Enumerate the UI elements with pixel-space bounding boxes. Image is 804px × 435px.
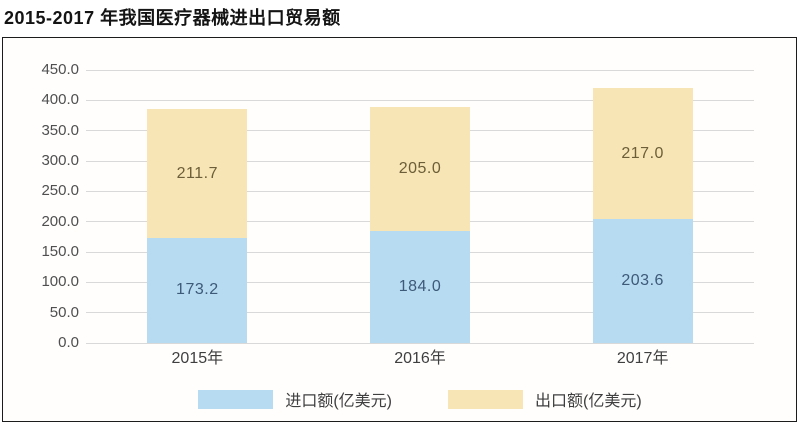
y-axis-tick-label: 100.0 bbox=[41, 273, 79, 291]
import-bar-segment: 184.0 bbox=[370, 231, 470, 343]
gridline bbox=[86, 342, 754, 344]
y-axis-tick-label: 250.0 bbox=[41, 182, 79, 200]
y-axis-tick-label: 350.0 bbox=[41, 121, 79, 139]
data-label: 211.7 bbox=[176, 164, 218, 182]
export-bar-segment: 217.0 bbox=[592, 87, 693, 220]
legend-swatch bbox=[198, 389, 274, 409]
import-bar-segment: 203.6 bbox=[592, 219, 693, 343]
x-axis-category-label: 2016年 bbox=[394, 350, 446, 367]
data-label: 217.0 bbox=[621, 144, 664, 162]
y-axis-tick-label: 300.0 bbox=[41, 152, 79, 169]
import-bar-segment: 173.2 bbox=[147, 237, 248, 343]
chart-title: 2015-2017 年我国医疗器械进出口贸易额 bbox=[4, 8, 341, 28]
y-axis-tick-label: 200.0 bbox=[41, 212, 79, 230]
chart-frame: 0.0 50.0 100.0 150.0 200.0 250.0 300.0 350.0 400… bbox=[2, 37, 797, 422]
y-axis-tick-label: 0.0 bbox=[58, 334, 79, 351]
export-bar-segment: 211.7 bbox=[147, 109, 248, 238]
export-bar-segment: 205.0 bbox=[370, 107, 470, 232]
y-axis-tick-label: 150.0 bbox=[41, 243, 79, 260]
y-axis-tick-label: 450.0 bbox=[41, 61, 79, 78]
x-axis-category-label: 2017年 bbox=[616, 350, 669, 367]
gridline bbox=[86, 69, 754, 71]
legend-item-export: 出口额(亿美元) bbox=[448, 387, 642, 411]
data-label: 203.6 bbox=[621, 272, 664, 290]
legend-label: 进口额(亿美元) bbox=[285, 393, 392, 410]
legend-item-import: 进口额(亿美元) bbox=[198, 387, 392, 411]
y-axis-tick-label: 400.0 bbox=[41, 91, 79, 109]
chart-legend: 进口额(亿美元) 出口额(亿美元) bbox=[86, 387, 754, 411]
data-label: 184.0 bbox=[398, 278, 442, 296]
data-label: 205.0 bbox=[398, 160, 442, 178]
data-label: 173.2 bbox=[176, 281, 219, 299]
y-axis-tick-label: 50.0 bbox=[49, 303, 79, 321]
legend-label: 出口额(亿美元) bbox=[535, 393, 642, 410]
legend-swatch bbox=[448, 389, 523, 409]
x-axis-category-label: 2015年 bbox=[171, 350, 224, 367]
gridline bbox=[86, 99, 754, 101]
